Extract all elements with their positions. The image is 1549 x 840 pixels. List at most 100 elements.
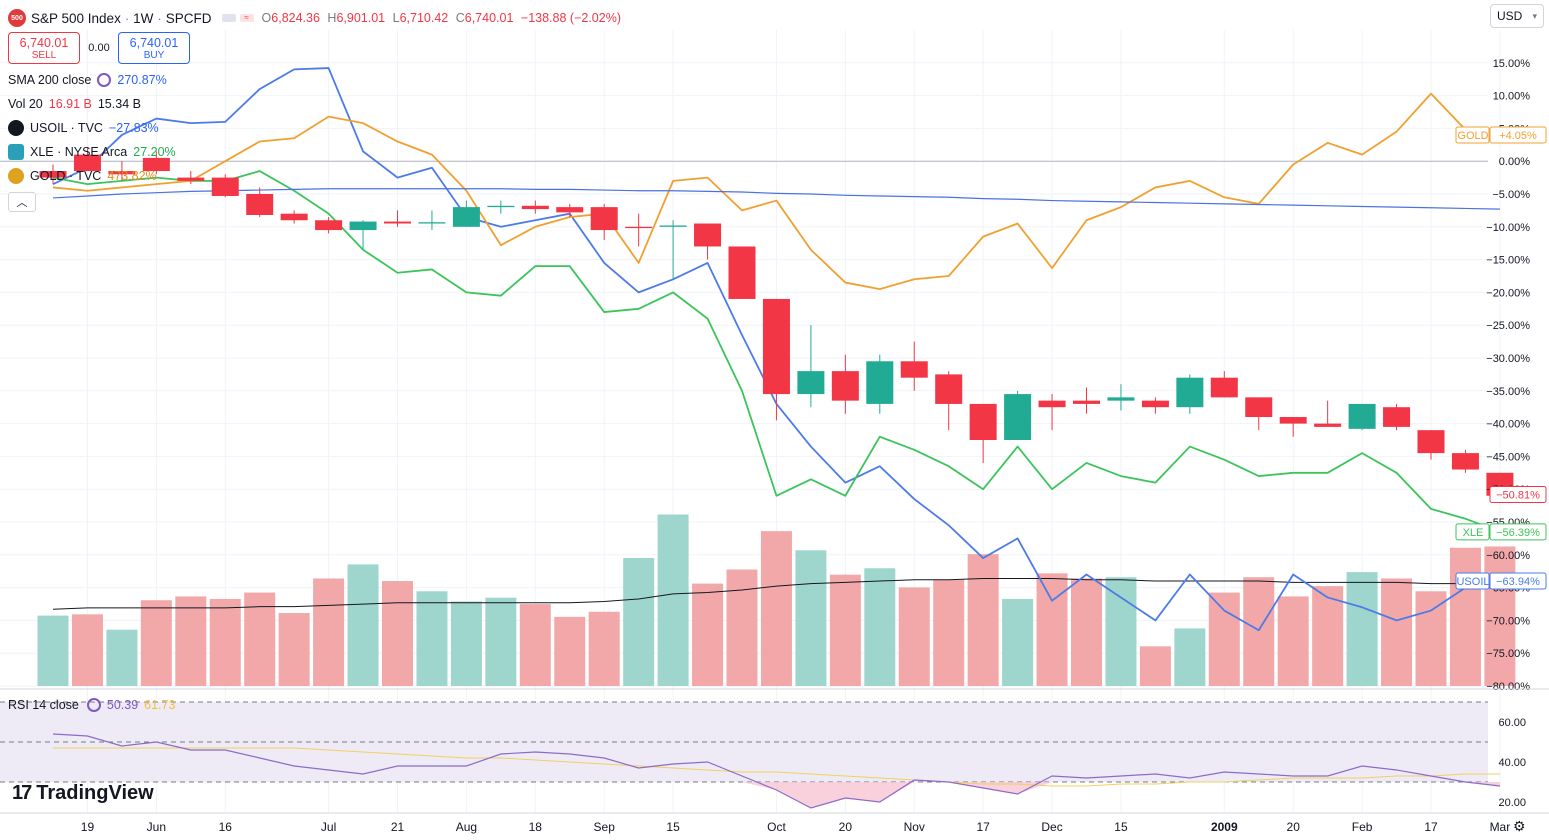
volume-bar (71, 614, 103, 686)
volume-bar (1002, 598, 1034, 686)
rsi-pane[interactable]: 60.00 40.00 20.00 (0, 688, 1549, 809)
open-value: 6,824.36 (271, 11, 320, 25)
price-tick-label: −80.00% (1486, 681, 1530, 693)
exchange[interactable]: SPCFD (165, 10, 212, 26)
time-tick-label: 15 (666, 820, 680, 834)
candle-body (177, 177, 205, 181)
volume-bar (760, 531, 792, 686)
candle-body (1245, 397, 1273, 418)
series-last-value-badges: GOLD +4.05% XLE −56.39% USOIL −63.94% −50.81% (1455, 126, 1547, 590)
xle-logo-icon (8, 144, 24, 160)
compare-xle[interactable]: XLE · NYSE Arca 27.20% (8, 140, 621, 164)
candle-body (1383, 407, 1411, 427)
oil-drop-icon (8, 120, 24, 136)
candle-body (969, 403, 997, 440)
time-tick-label: Nov (904, 820, 925, 834)
volume-bar (1415, 591, 1447, 686)
price-tick-label: 10.00% (1493, 91, 1531, 103)
price-tick-label: −40.00% (1486, 419, 1530, 431)
compare-usoil[interactable]: USOIL · TVC −27.83% (8, 116, 621, 140)
volume-bar (1449, 547, 1481, 686)
interval[interactable]: 1W (133, 10, 154, 26)
candle-body (418, 222, 446, 224)
time-tick-label: Dec (1041, 820, 1062, 834)
candle-body (108, 171, 136, 175)
series-line-gold (52, 92, 1501, 291)
time-tick-label: Sep (594, 820, 616, 834)
time-axis[interactable]: 19 Jun 16 Jul 21 Aug 18 Sep 15 Oct 20 Nov 17 Dec 15 200… (0, 812, 1549, 834)
rsi-ma-line (53, 747, 1500, 787)
buy-button[interactable]: 6,740.01 BUY (118, 32, 190, 64)
comparison-lines (52, 67, 1501, 632)
compare-wave-icon[interactable]: ≈ (239, 14, 254, 22)
rsi-oversold-fill (53, 782, 1500, 808)
indicator-volume[interactable]: Vol 20 16.91 B 15.34 B (8, 97, 141, 111)
candle-body (797, 371, 825, 395)
tv-mark-icon: 17 (12, 782, 32, 804)
volume-bar (209, 598, 241, 686)
volume-bar (37, 615, 69, 686)
volume-bar (1208, 592, 1240, 686)
tradingview-logo[interactable]: 17 TradingView (12, 782, 154, 804)
price-tick-label: 0.00% (1499, 156, 1530, 168)
volume-bar (450, 601, 482, 686)
time-tick-label: Oct (767, 820, 786, 834)
price-tick-label: −70.00% (1486, 615, 1530, 627)
collapse-legend-button[interactable]: ︿ (8, 192, 36, 212)
time-tick-label: 17 (976, 820, 990, 834)
spx-logo-icon: 500 (8, 9, 26, 27)
symbol-name[interactable]: S&P 500 Index (31, 10, 121, 26)
last-value-badge-text: −50.81% (1496, 490, 1540, 502)
price-tick-label: −20.00% (1486, 287, 1530, 299)
volume-bar (726, 569, 758, 686)
last-value-badge (1489, 486, 1547, 504)
series-name-badge-text: USOIL (1456, 576, 1489, 588)
indicator-sma[interactable]: SMA 200 close 270.87% (8, 73, 167, 87)
candle-body (1348, 403, 1376, 429)
price-tick-label: −15.00% (1486, 255, 1530, 267)
candle-body (39, 171, 67, 178)
chart-legend: 500 S&P 500 Index · 1W · SPCFD ≈ O6,824.… (8, 6, 621, 212)
candlesticks (39, 148, 1514, 503)
candle-body (1141, 400, 1169, 408)
candle-body (142, 157, 170, 172)
volume-bar (175, 596, 207, 686)
price-tick-label: −10.00% (1486, 222, 1530, 234)
time-tick-label: 20 (839, 820, 853, 834)
compare-gold[interactable]: GOLD · TVC 473.82% (8, 164, 621, 188)
rsi-tick-label: 20.00 (1498, 797, 1526, 809)
time-tick-label: Jun (147, 820, 166, 834)
candle-body (556, 207, 584, 213)
gold-bars-icon (8, 168, 24, 184)
candle-body (73, 154, 101, 172)
volume-bar (1484, 546, 1516, 686)
candle-body (831, 371, 859, 401)
rsi-legend[interactable]: RSI 14 close 50.39 61.73 (8, 698, 176, 712)
volume-bar (967, 554, 999, 686)
price-tick-label: −25.00% (1486, 320, 1530, 332)
volume-bar (588, 611, 620, 686)
candle-body (1004, 394, 1032, 440)
candle-body (762, 298, 790, 395)
volume-bar (1277, 596, 1309, 686)
candle-body (659, 225, 687, 227)
candle-body (900, 361, 928, 378)
volume-bar (519, 604, 551, 686)
volume-bar (1312, 586, 1344, 686)
candle-body (625, 226, 653, 229)
volume-histogram (37, 514, 1516, 686)
price-tick-label: 15.00% (1493, 58, 1531, 70)
price-tick-label: −75.00% (1486, 648, 1530, 660)
candle-body (280, 213, 308, 221)
spread-value: 0.00 (88, 42, 110, 54)
volume-bar (623, 558, 655, 686)
volume-bar (692, 583, 724, 686)
time-tick-label: 18 (529, 820, 543, 834)
settings-gear-icon[interactable]: ⚙ (1513, 818, 1526, 834)
sell-button[interactable]: 6,740.01 SELL (8, 32, 80, 64)
candle-body (728, 246, 756, 299)
hide-icon[interactable] (221, 14, 236, 22)
volume-bar (106, 629, 138, 686)
currency-selector[interactable]: USD ▾ (1490, 4, 1544, 28)
